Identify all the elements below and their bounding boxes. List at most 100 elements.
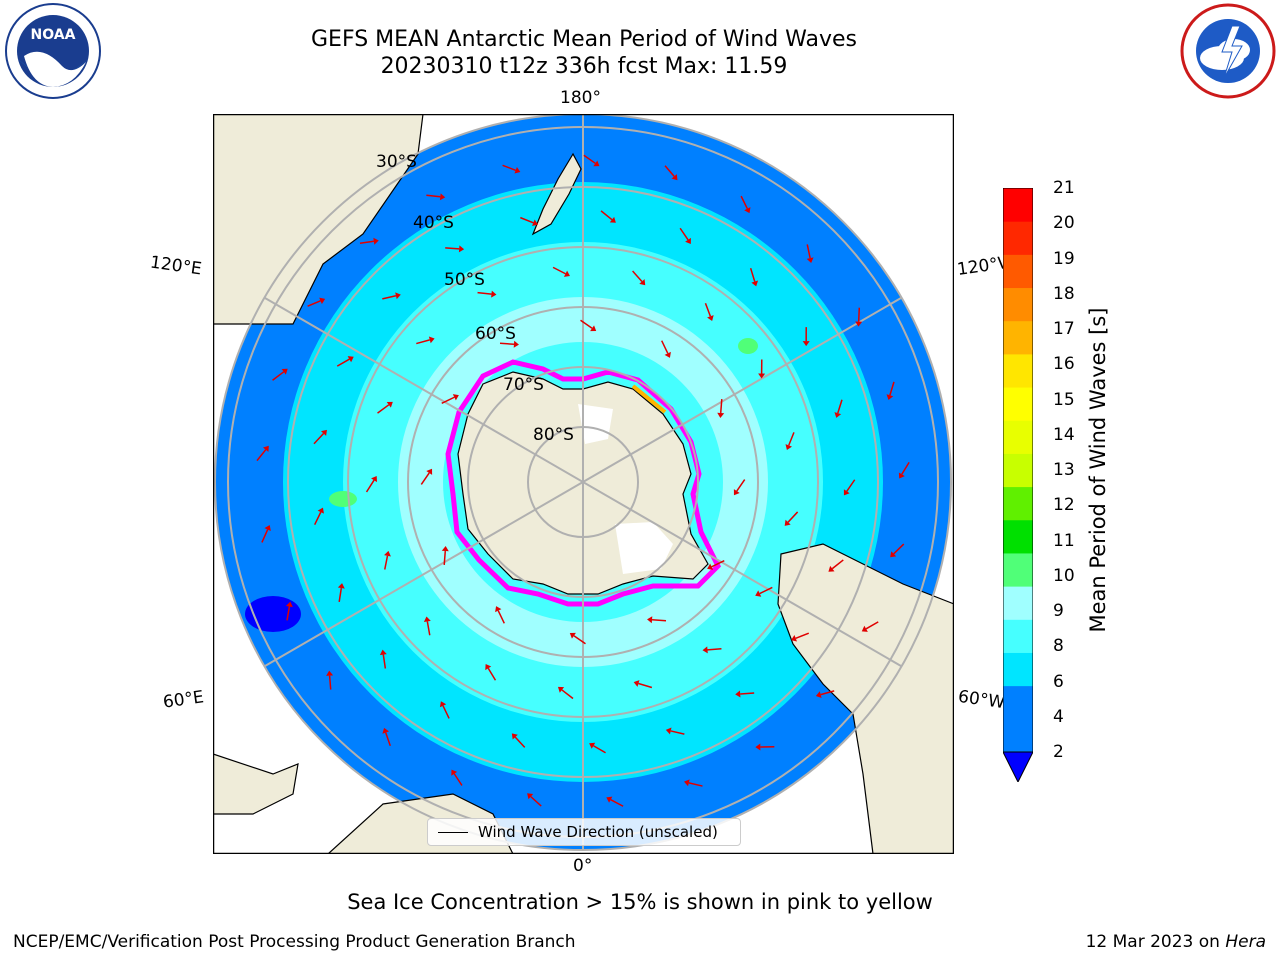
lat-label-50: 50°S xyxy=(444,270,485,290)
lon-label-right-lower: 60°W xyxy=(956,686,1007,714)
wave-arrow-head xyxy=(439,193,446,201)
colorbar-tick-label: 17 xyxy=(1053,319,1075,339)
wave-arrow-head xyxy=(441,546,449,552)
wave-arrow xyxy=(759,586,773,595)
wave-arrow xyxy=(261,529,269,543)
wave-arrow xyxy=(583,154,596,164)
wave-arrow-head xyxy=(828,565,835,572)
colorbar-tick-label: 8 xyxy=(1053,636,1064,657)
wave-arrow-head xyxy=(326,670,334,676)
wave-arrow-head xyxy=(898,472,905,479)
wave-arrow-head xyxy=(843,489,850,496)
wave-arrow-head xyxy=(702,646,708,654)
wave-arrow xyxy=(661,340,669,354)
wave-arrow-head xyxy=(439,701,447,708)
wave-arrow-head xyxy=(262,445,269,452)
wave-arrow-head xyxy=(633,680,640,687)
nws-logo xyxy=(1180,3,1276,99)
wave-arrow xyxy=(385,732,391,747)
wave-arrow-head xyxy=(317,507,324,514)
map-legend: Wind Wave Direction (unscaled) xyxy=(427,818,741,846)
lat-label-70: 70°S xyxy=(503,375,544,395)
wave-arrow-head xyxy=(264,525,271,532)
wave-arrow-head xyxy=(744,207,751,214)
lon-label-left-lower: 60°E xyxy=(161,687,206,713)
wave-arrow xyxy=(487,667,497,681)
wave-arrow xyxy=(365,479,375,493)
wave-arrow xyxy=(787,511,799,523)
wave-arrow-head xyxy=(861,625,868,632)
colorbar-segment xyxy=(1003,287,1033,322)
wave-arrow-head xyxy=(557,686,565,693)
wave-arrow xyxy=(453,773,463,786)
wave-arrow-head xyxy=(664,351,671,358)
wave-arrow-head xyxy=(451,769,458,776)
colorbar-segment xyxy=(1003,652,1033,687)
colorbar-tick-label: 18 xyxy=(1053,283,1075,304)
colorbar-tick-label: 9 xyxy=(1053,601,1064,621)
colorbar-segment xyxy=(1003,552,1033,587)
wave-arrow xyxy=(600,210,613,221)
wave-arrow-head xyxy=(806,257,814,264)
wave-arrow-head xyxy=(452,394,459,401)
wave-arrow xyxy=(561,689,574,700)
noaa-logo: NOAA xyxy=(5,3,101,99)
wave-arrow xyxy=(857,307,861,322)
wave-arrow-head xyxy=(511,733,518,740)
wave-arrow xyxy=(286,606,291,621)
wave-arrow xyxy=(795,632,810,639)
wave-arrow-head xyxy=(379,649,387,656)
colorbar-segment xyxy=(1003,718,1033,753)
legend-line-swatch xyxy=(438,832,468,833)
wave-arrow-head xyxy=(423,616,431,623)
wave-arrow xyxy=(719,398,723,414)
wave-arrow-head xyxy=(733,489,740,496)
wave-arrow xyxy=(632,270,643,282)
colorbar-segment xyxy=(1003,420,1033,454)
wave-arrow-head xyxy=(347,356,354,363)
wind-wave-arrows xyxy=(256,154,910,807)
colorbar-segment xyxy=(1003,387,1033,421)
lon-label-bottom: 0° xyxy=(573,856,593,876)
wave-arrow xyxy=(359,240,374,245)
colorbar-tick-label: 14 xyxy=(1053,424,1075,445)
wave-arrow-head xyxy=(890,551,897,558)
wave-arrow-head xyxy=(647,616,653,624)
polar-map xyxy=(213,114,954,854)
wave-arrow xyxy=(736,479,746,492)
wave-arrow-head xyxy=(815,691,822,699)
wave-arrow xyxy=(893,543,905,555)
wave-arrow xyxy=(477,291,492,295)
wave-arrow xyxy=(420,472,430,485)
wave-arrow xyxy=(441,396,455,404)
wave-arrow xyxy=(382,654,387,669)
wave-arrow xyxy=(552,266,566,275)
wave-arrow-head xyxy=(717,412,725,418)
wave-arrow xyxy=(443,550,447,566)
colorbar-segment xyxy=(1003,619,1033,653)
colorbar xyxy=(1003,188,1033,782)
wave-arrow xyxy=(442,705,450,719)
wave-arrow-head xyxy=(281,368,288,375)
wave-arrow xyxy=(314,511,322,526)
colorbar-segment xyxy=(1003,254,1033,289)
wave-arrow xyxy=(426,621,431,636)
wave-arrow xyxy=(384,555,389,570)
wave-arrow-head xyxy=(569,632,576,639)
wave-arrow xyxy=(707,647,722,651)
wave-arrow-head xyxy=(785,444,793,451)
lat-label-30: 30°S xyxy=(376,152,417,172)
date-stamp: 12 Mar 2023 on Hera xyxy=(1086,932,1266,952)
wave-arrow xyxy=(651,618,667,622)
colorbar-tick-label: 10 xyxy=(1053,565,1075,586)
colorbar-segment xyxy=(1003,221,1033,255)
wave-arrow-head xyxy=(386,401,393,408)
wave-arrow xyxy=(865,621,879,630)
wave-arrow xyxy=(520,216,534,224)
wave-arrow-head xyxy=(514,166,521,174)
colorbar-tick-label: 6 xyxy=(1053,671,1064,692)
wave-arrow xyxy=(664,165,675,177)
wave-arrow xyxy=(638,682,653,689)
lon-label-top: 180° xyxy=(560,88,601,108)
colorbar-tick-label: 16 xyxy=(1053,354,1075,375)
